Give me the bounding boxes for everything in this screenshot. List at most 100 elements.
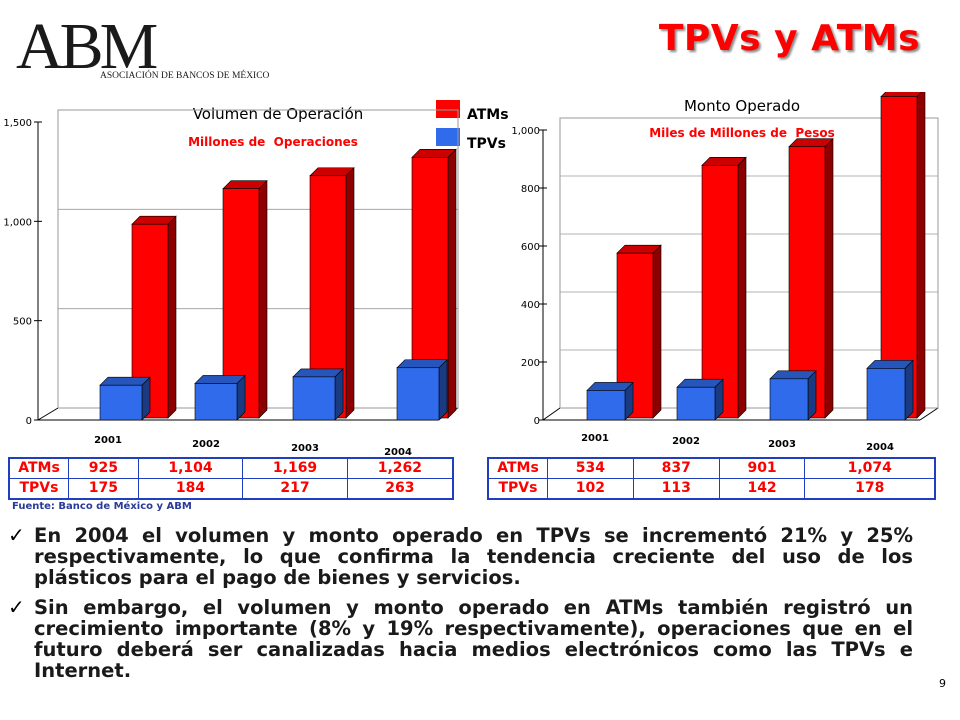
row-header: TPVs: [487, 478, 548, 500]
chart1-atms-bar-side: [258, 179, 268, 419]
chart1-tpvs-bar: [292, 376, 336, 421]
chart2-atms-bar-top: [788, 138, 834, 148]
row-header: ATMs: [8, 457, 69, 479]
chart1-tpvs-bar-side: [438, 359, 448, 421]
chart2-tpvs-bar: [866, 368, 906, 421]
chart2-ytick-label: 600: [521, 242, 540, 253]
table-row: TPVs 175 184 217 263: [8, 478, 454, 500]
table-cell: 113: [632, 478, 720, 500]
chart1-atms-bar-top: [309, 167, 355, 177]
chart2-ytick-label: 400: [521, 300, 540, 311]
table-row: ATMs 925 1,104 1,169 1,262: [8, 457, 454, 479]
chart2-tpvs-bar-top: [676, 378, 724, 388]
chart1-tpvs-bar-top: [292, 368, 344, 378]
legend-tpvs-swatch: [436, 128, 460, 146]
chart2-atms-bar-top: [701, 156, 747, 166]
chart1-atms-bar-side: [345, 167, 355, 419]
chart1-title: Volumen de Operación: [193, 105, 364, 123]
abm-logo: ABM ASOCIACIÓN DE BANCOS DE MÉXICO: [16, 10, 270, 83]
slide-title: TPVs y ATMs: [658, 18, 920, 59]
row-header: ATMs: [487, 457, 548, 479]
chart2-atms-bar-side: [824, 137, 834, 419]
chart1-plot: 0 500 1,000 1,500 2001 2002 2003 2004: [3, 109, 459, 458]
chart2-title: Monto Operado: [684, 97, 800, 115]
table-cell: 534: [547, 457, 634, 479]
chart1-ytick-label: 1,500: [3, 118, 32, 129]
table-row: TPVs 102 113 142 178: [487, 478, 936, 500]
chart2-atms-bar-side: [916, 92, 926, 419]
legend-atms-label: ATMs: [467, 107, 509, 123]
chart2-category-label: 2003: [768, 439, 796, 450]
chart2-category-label: 2001: [581, 433, 609, 444]
chart1-atms-bar-top: [131, 215, 177, 225]
source-note: Fuente: Banco de México y ABM: [12, 501, 192, 512]
chart2-floor-edge: [542, 407, 561, 421]
table-cell: 1,104: [137, 457, 244, 479]
chart2-atms-bar: [701, 164, 739, 419]
chart1-category-label: 2003: [291, 443, 319, 454]
table-cell: 142: [718, 478, 806, 500]
chart2-category-label: 2004: [866, 442, 894, 453]
chart2-tpvs-bar-top: [866, 360, 914, 369]
chart1-tpvs-bar-top: [194, 375, 246, 384]
bullet-item: ✓ En 2004 el volumen y monto operado en T…: [8, 523, 913, 589]
table-cell: 184: [137, 478, 244, 500]
chart2-tpvs-bar-top: [769, 370, 817, 380]
table-cell: 901: [718, 457, 806, 479]
chart2-tpvs-bar: [586, 390, 626, 421]
legend-tpvs-label: TPVs: [467, 136, 506, 152]
logo-subtitle: ASOCIACIÓN DE BANCOS DE MÉXICO: [100, 69, 270, 81]
chart2-atms-bar-side: [737, 156, 747, 419]
chart1-atms-bar-side: [167, 215, 177, 419]
chart1-tpvs-bar: [396, 367, 440, 421]
chart1-atms-bar-side: [447, 148, 457, 419]
table-cell: 263: [346, 478, 454, 500]
chart2-ytick-label: 0: [534, 416, 540, 427]
logo-letters: ABM: [16, 10, 157, 83]
page-number: 9: [939, 677, 946, 690]
chart1-tpvs-bar-side: [334, 368, 344, 421]
chart2-ytick-label: 1,000: [511, 126, 540, 137]
table-cell: 1,262: [346, 457, 454, 479]
chart2-tpvs-bar-top: [586, 382, 634, 391]
charts-area: Volumen de Operación Millones de Operaci…: [3, 92, 939, 458]
table-cell: 217: [242, 478, 348, 500]
table-row: ATMs 534 837 901 1,074: [487, 457, 936, 479]
chart1-atms-bar-top: [222, 180, 268, 189]
table-cell: 1,074: [804, 457, 936, 479]
table-cell: 178: [804, 478, 936, 500]
bullet-list: ✓ En 2004 el volumen y monto operado en T…: [8, 525, 913, 690]
chart1-atms-bar-top: [411, 148, 457, 158]
table-cell: 175: [68, 478, 139, 500]
bullet-item: ✓ Sin embargo, el volumen y monto operado…: [8, 595, 913, 682]
bullet-text: Sin embargo, el volumen y monto operado …: [34, 596, 913, 682]
check-icon: ✓: [8, 523, 25, 547]
chart2-atms-bar-top: [616, 244, 662, 254]
table-cell: 837: [632, 457, 720, 479]
chart1-tpvs-bar-top: [99, 376, 151, 386]
chart1-subtitle: Millones de Operaciones: [188, 135, 358, 149]
chart2-tpvs-bar-side: [807, 370, 817, 421]
chart2-tpvs-bar: [769, 378, 809, 421]
chart1-category-label: 2002: [192, 439, 220, 450]
chart1-category-label: 2001: [94, 435, 122, 446]
chart1-tpvs-bar-top: [396, 359, 448, 369]
chart1-ytick-label: 1,000: [3, 217, 32, 228]
table-cell: 1,169: [242, 457, 348, 479]
volume-table: ATMs 925 1,104 1,169 1,262 TPVs 175 184 217 263: [8, 457, 454, 500]
chart2-tpvs-bar: [676, 386, 716, 421]
chart2-ytick-label: 800: [521, 184, 540, 195]
chart2-subtitle: Miles de Millones de Pesos: [649, 126, 835, 140]
table-cell: 102: [547, 478, 634, 500]
chart1-ytick-label: 0: [26, 416, 32, 427]
check-icon: ✓: [8, 595, 25, 619]
amount-table: ATMs 534 837 901 1,074 TPVs 102 113 142 178: [487, 457, 936, 500]
chart2-category-label: 2002: [672, 436, 700, 447]
chart1-floor-edge: [37, 407, 59, 421]
chart1-ytick-label: 500: [13, 317, 32, 328]
chart1-tpvs-bar: [99, 384, 143, 421]
row-header: TPVs: [8, 478, 69, 500]
chart2-ytick-label: 200: [521, 358, 540, 369]
chart2-tpvs-bar-side: [904, 359, 914, 421]
chart2-floor-right: [919, 407, 939, 421]
